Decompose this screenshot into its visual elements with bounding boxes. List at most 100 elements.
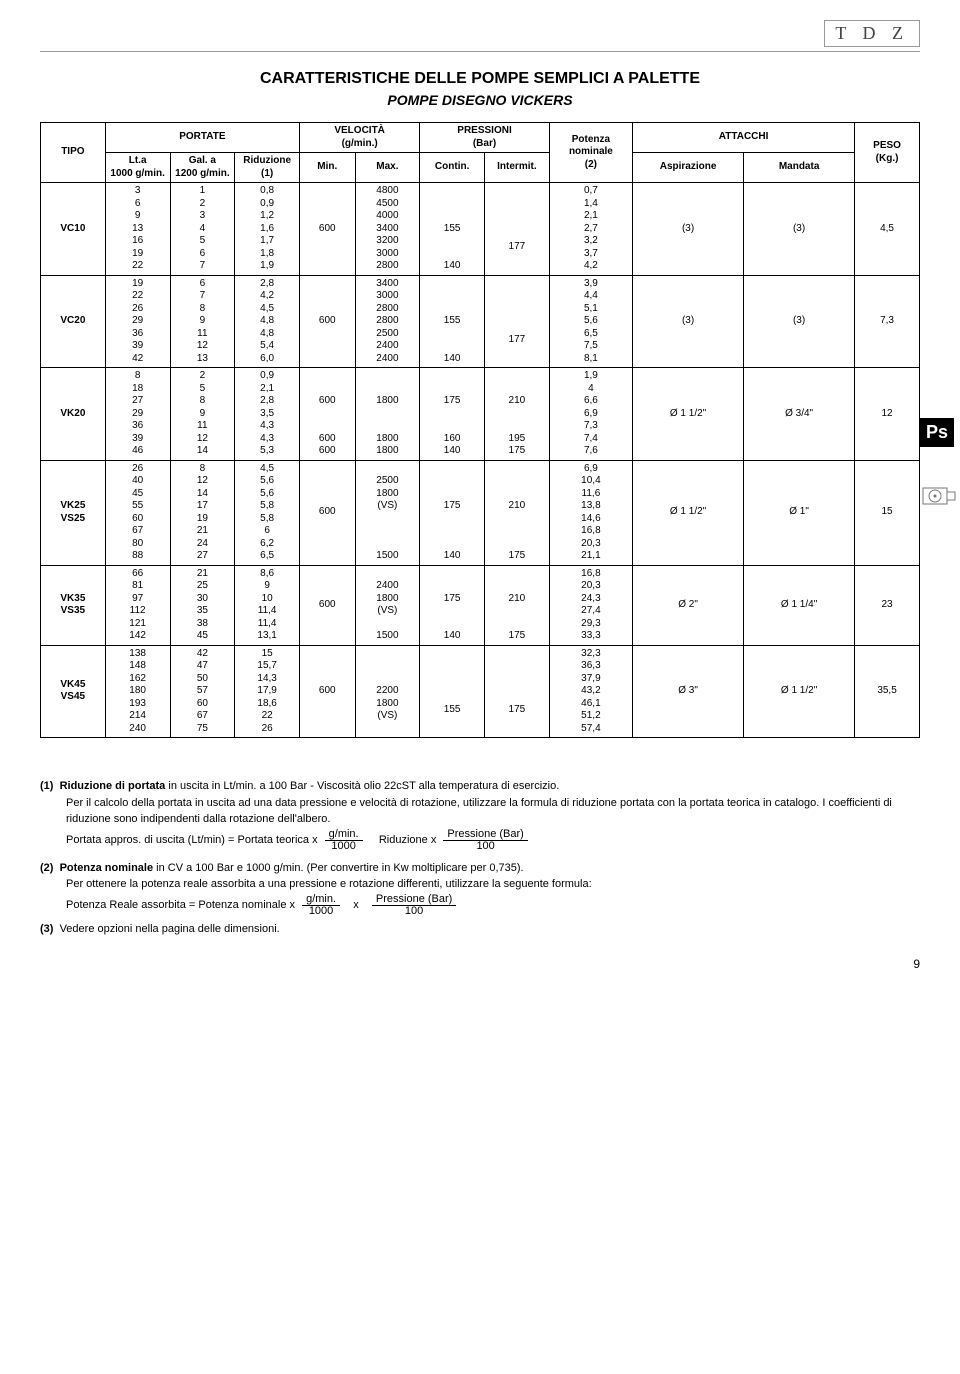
cell-max: 4800 4500 4000 3400 3200 3000 2800 <box>355 183 420 276</box>
th-att: ATTACCHI <box>633 123 855 153</box>
table-wrapper: TIPO PORTATE VELOCITÀ (g/min.) PRESSIONI… <box>40 122 920 738</box>
cell-max: 2500 1800 (VS) 1500 <box>355 460 420 565</box>
cell-tipo: VK20 <box>41 368 106 461</box>
cell-riduz: 15 15,7 14,3 17,9 18,6 22 26 <box>235 645 300 738</box>
cell-mand: Ø 3/4" <box>744 368 855 461</box>
cell-asp: (3) <box>633 275 744 368</box>
note-1-text: in uscita in Lt/min. a 100 Bar - Viscosi… <box>165 780 559 792</box>
table-header: TIPO PORTATE VELOCITÀ (g/min.) PRESSIONI… <box>41 123 920 183</box>
note-1-formula-prefix: Portata appros. di uscita (Lt/min) = Por… <box>66 834 318 846</box>
th-peso: PESO (Kg.) <box>855 123 920 183</box>
frac-top: g/min. <box>325 828 363 841</box>
note-3-text: Vedere opzioni nella pagina delle dimens… <box>60 923 280 935</box>
frac-top: Pressione (Bar) <box>372 893 456 906</box>
cell-intermit: 210 175 <box>485 460 550 565</box>
th-lta: Lt.a 1000 g/min. <box>105 153 170 183</box>
cell-contin: 155 <box>420 645 485 738</box>
note-1-mid: Riduzione x <box>379 834 436 846</box>
cell-asp: Ø 2" <box>633 565 744 645</box>
cell-max: 2200 1800 (VS) <box>355 645 420 738</box>
table-row: VK208 18 27 29 36 39 462 5 8 9 11 12 140… <box>41 368 920 461</box>
cell-asp: (3) <box>633 183 744 276</box>
fraction: g/min. 1000 <box>325 828 363 852</box>
cell-gala: 1 2 3 4 5 6 7 <box>170 183 235 276</box>
cell-min: 600 <box>300 645 356 738</box>
cell-contin: 155 140 <box>420 183 485 276</box>
cell-pot: 3,9 4,4 5,1 5,6 6,5 7,5 8,1 <box>549 275 632 368</box>
cell-gala: 21 25 30 35 38 45 <box>170 565 235 645</box>
cell-riduz: 0,9 2,1 2,8 3,5 4,3 4,3 5,3 <box>235 368 300 461</box>
table-row: VK45 VS45138 148 162 180 193 214 24042 4… <box>41 645 920 738</box>
cell-tipo: VK45 VS45 <box>41 645 106 738</box>
note-2-bold: Potenza nominale <box>60 862 154 874</box>
th-pot: Potenza nominale (2) <box>549 123 632 183</box>
header-rule: T D Z <box>40 20 920 52</box>
cell-contin: 175 140 <box>420 565 485 645</box>
cell-lta: 138 148 162 180 193 214 240 <box>105 645 170 738</box>
table-body: VC103 6 9 13 16 19 221 2 3 4 5 6 70,8 0,… <box>41 183 920 738</box>
note-1-bold: Riduzione di portata <box>60 780 166 792</box>
note-2-formula-prefix: Potenza Reale assorbita = Potenza nomina… <box>66 899 295 911</box>
cell-contin: 175 140 <box>420 460 485 565</box>
cell-intermit: 177 <box>485 275 550 368</box>
cell-riduz: 4,5 5,6 5,6 5,8 5,8 6 6,2 6,5 <box>235 460 300 565</box>
note-2-x: x <box>353 899 359 911</box>
cell-peso: 23 <box>855 565 920 645</box>
cell-peso: 4,5 <box>855 183 920 276</box>
cell-lta: 8 18 27 29 36 39 46 <box>105 368 170 461</box>
cell-pot: 32,3 36,3 37,9 43,2 46,1 51,2 57,4 <box>549 645 632 738</box>
pump-icon <box>922 484 956 511</box>
cell-min: 600 <box>300 460 356 565</box>
cell-intermit: 177 <box>485 183 550 276</box>
cell-max: 2400 1800 (VS) 1500 <box>355 565 420 645</box>
th-max: Max. <box>355 153 420 183</box>
cell-lta: 3 6 9 13 16 19 22 <box>105 183 170 276</box>
th-portate: PORTATE <box>105 123 299 153</box>
cell-intermit: 210 195 175 <box>485 368 550 461</box>
cell-tipo: VK25 VS25 <box>41 460 106 565</box>
frac-top: g/min. <box>302 893 340 906</box>
th-mand: Mandata <box>744 153 855 183</box>
cell-mand: (3) <box>744 183 855 276</box>
cell-min: 600 <box>300 565 356 645</box>
page-subtitle: POMPE DISEGNO VICKERS <box>40 92 920 108</box>
cell-tipo: VC20 <box>41 275 106 368</box>
table-row: VC103 6 9 13 16 19 221 2 3 4 5 6 70,8 0,… <box>41 183 920 276</box>
cell-tipo: VC10 <box>41 183 106 276</box>
cell-mand: Ø 1" <box>744 460 855 565</box>
cell-max: 1800 1800 1800 <box>355 368 420 461</box>
cell-gala: 6 7 8 9 11 12 13 <box>170 275 235 368</box>
fraction: Pressione (Bar) 100 <box>443 828 527 852</box>
cell-contin: 155 140 <box>420 275 485 368</box>
fraction: g/min. 1000 <box>302 893 340 917</box>
footnotes: (1) Riduzione di portata in uscita in Lt… <box>40 778 920 937</box>
cell-min: 600 600 600 <box>300 368 356 461</box>
cell-mand: Ø 1 1/4" <box>744 565 855 645</box>
spec-table: TIPO PORTATE VELOCITÀ (g/min.) PRESSIONI… <box>40 122 920 738</box>
table-row: VC2019 22 26 29 36 39 426 7 8 9 11 12 13… <box>41 275 920 368</box>
th-min: Min. <box>300 153 356 183</box>
cell-mand: (3) <box>744 275 855 368</box>
cell-gala: 42 47 50 57 60 67 75 <box>170 645 235 738</box>
cell-pot: 0,7 1,4 2,1 2,7 3,2 3,7 4,2 <box>549 183 632 276</box>
th-press: PRESSIONI (Bar) <box>420 123 550 153</box>
cell-riduz: 8,6 9 10 11,4 11,4 13,1 <box>235 565 300 645</box>
cell-asp: Ø 1 1/2" <box>633 368 744 461</box>
note-1: (1) Riduzione di portata in uscita in Lt… <box>40 778 920 795</box>
note-2-formula: Potenza Reale assorbita = Potenza nomina… <box>66 893 920 917</box>
frac-top: Pressione (Bar) <box>443 828 527 841</box>
page-title: CARATTERISTICHE DELLE POMPE SEMPLICI A P… <box>40 70 920 88</box>
cell-peso: 15 <box>855 460 920 565</box>
th-riduz: Riduzione (1) <box>235 153 300 183</box>
cell-min: 600 <box>300 183 356 276</box>
note-2-text2: Per ottenere la potenza reale assorbita … <box>66 876 920 893</box>
frac-bot: 1000 <box>309 905 333 917</box>
cell-peso: 7,3 <box>855 275 920 368</box>
page-number: 9 <box>40 957 920 971</box>
fraction: Pressione (Bar) 100 <box>372 893 456 917</box>
cell-mand: Ø 1 1/2" <box>744 645 855 738</box>
note-2-text: in CV a 100 Bar e 1000 g/min. (Per conve… <box>153 862 524 874</box>
cell-peso: 12 <box>855 368 920 461</box>
cell-riduz: 2,8 4,2 4,5 4,8 4,8 5,4 6,0 <box>235 275 300 368</box>
th-intermit: Intermit. <box>485 153 550 183</box>
